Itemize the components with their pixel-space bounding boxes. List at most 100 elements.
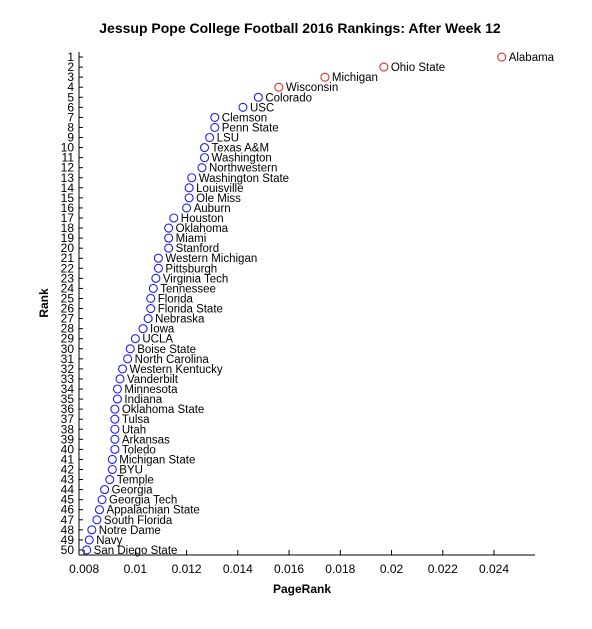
data-point-marker — [274, 82, 284, 92]
data-point-group: USC — [238, 102, 274, 114]
y-tick-label: 34 — [61, 382, 75, 396]
data-point-label: Michigan — [332, 72, 378, 84]
data-point-label: Georgia — [112, 485, 154, 497]
data-point-group: Navy — [84, 535, 123, 547]
data-point-label: Minnesota — [124, 384, 178, 396]
y-tick-label: 30 — [61, 342, 75, 356]
data-point-group: Toledo — [110, 444, 156, 456]
data-point-marker — [82, 545, 92, 555]
data-point-group: Notre Dame — [87, 525, 161, 537]
data-point-marker — [92, 515, 102, 525]
y-tick-label: 28 — [61, 322, 75, 336]
y-tick-label: 36 — [61, 402, 75, 416]
data-point-group: Houston — [169, 213, 224, 225]
data-point-label: Washington — [212, 153, 272, 165]
x-tick-label: 0.024 — [479, 562, 509, 576]
data-point-marker — [110, 424, 120, 434]
x-tick-label: 0.008 — [69, 562, 99, 576]
data-point-group: Washington — [199, 153, 272, 165]
data-point-marker — [210, 112, 220, 122]
data-point-marker — [379, 62, 389, 72]
y-tick-label: 26 — [61, 302, 75, 316]
data-point-label: Appalachian State — [106, 505, 199, 517]
y-tick-label: 33 — [61, 372, 75, 386]
data-point-marker — [125, 344, 135, 354]
data-point-group: Wisconsin — [274, 82, 338, 94]
x-tick-label: 0.016 — [274, 562, 304, 576]
data-point-label: Georgia Tech — [109, 495, 177, 507]
y-tick-label: 8 — [67, 120, 74, 134]
data-point-marker — [110, 434, 120, 444]
data-point-marker — [110, 414, 120, 424]
data-point-group: Michigan State — [107, 454, 195, 466]
data-point-group: South Florida — [92, 515, 173, 527]
data-point-label: Temple — [117, 475, 154, 487]
y-tick-label: 42 — [61, 462, 75, 476]
y-tick-label: 40 — [61, 442, 75, 456]
data-point-group: Western Kentucky — [118, 364, 223, 376]
data-point-group: Washington State — [187, 173, 289, 185]
y-axis-title: Rank — [37, 288, 51, 318]
y-tick-label: 4 — [67, 80, 74, 94]
axis-ticks: 0.008 0.01 0.012 0.014 0.016 0.018 0.02 0.022 0.… — [61, 50, 510, 576]
x-tick-label: 0.022 — [428, 562, 458, 576]
data-point-label: South Florida — [104, 515, 173, 527]
data-point-marker — [112, 394, 122, 404]
data-point-marker — [253, 92, 263, 102]
data-point-marker — [184, 183, 194, 193]
data-point-marker — [205, 132, 215, 143]
data-point-group: Arkansas — [110, 434, 170, 446]
data-point-label: Colorado — [265, 92, 312, 104]
data-point-label: Pittsburgh — [165, 263, 217, 275]
data-point-marker — [100, 485, 110, 495]
data-point-marker — [184, 193, 194, 203]
data-point-marker — [197, 163, 207, 173]
y-tick-label: 1 — [67, 50, 74, 64]
data-point-marker — [169, 213, 179, 223]
y-tick-label: 39 — [61, 432, 75, 446]
data-point-marker — [130, 334, 140, 344]
data-point-label: Tennessee — [160, 283, 216, 295]
data-point-marker — [118, 364, 128, 374]
data-point-group: Minnesota — [112, 384, 178, 396]
data-point-marker — [146, 303, 156, 314]
data-point-marker — [146, 293, 156, 304]
data-point-label: Auburn — [194, 203, 231, 215]
y-tick-label: 24 — [61, 281, 75, 295]
data-point-group: San Diego State — [82, 545, 177, 557]
y-tick-label: 2 — [67, 60, 74, 74]
y-tick-label: 16 — [61, 201, 75, 215]
data-point-marker — [164, 233, 174, 243]
y-tick-label: 43 — [61, 473, 75, 487]
axes — [78, 52, 535, 556]
data-point-label: Utah — [122, 424, 146, 436]
data-point-label: Washington State — [199, 173, 289, 185]
data-point-label: Ole Miss — [196, 193, 241, 205]
data-point-label: Miami — [176, 233, 207, 245]
data-point-group: Boise State — [125, 344, 196, 356]
data-point-marker — [164, 243, 174, 253]
data-point-marker — [107, 464, 117, 475]
data-point-group: Iowa — [138, 324, 175, 336]
data-point-marker — [105, 474, 115, 485]
data-point-group: Florida — [146, 293, 193, 305]
y-tick-label: 44 — [61, 483, 75, 497]
y-tick-label: 13 — [61, 171, 75, 185]
x-axis-title: PageRank — [273, 582, 331, 596]
data-point-marker — [199, 143, 210, 153]
y-tick-label: 50 — [61, 543, 75, 557]
x-tick-label: 0.01 — [124, 562, 148, 576]
y-tick-label: 5 — [67, 90, 74, 104]
data-point-label: Vanderbilt — [127, 374, 179, 386]
x-tick-label: 0.012 — [172, 562, 202, 576]
data-point-marker — [110, 444, 120, 454]
data-point-label: Penn State — [222, 122, 279, 134]
data-point-marker — [153, 253, 163, 263]
y-tick-label: 11 — [62, 151, 75, 165]
data-point-label: Louisville — [196, 183, 243, 195]
data-point-group: Louisville — [184, 183, 243, 195]
y-tick-label: 47 — [61, 513, 75, 527]
y-tick-label: 14 — [61, 181, 75, 195]
data-point-label: Western Kentucky — [130, 364, 223, 376]
